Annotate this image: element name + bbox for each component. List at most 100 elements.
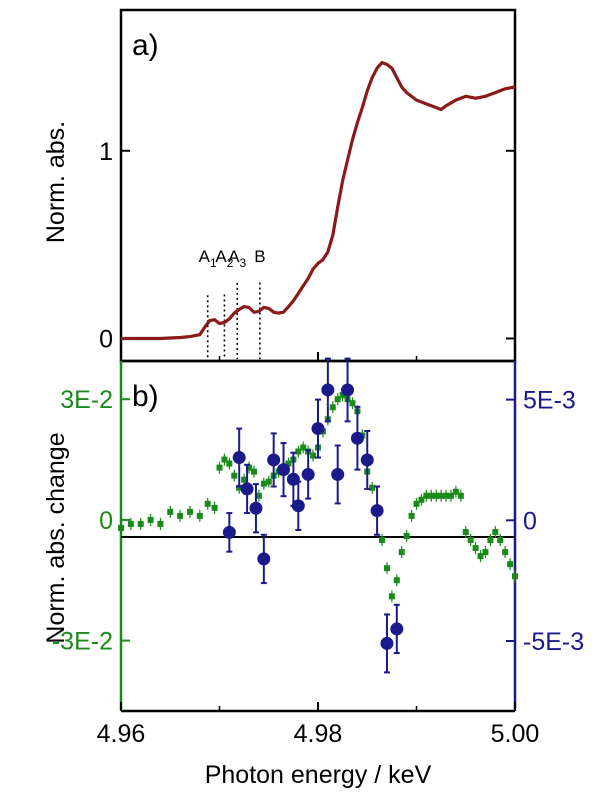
blue-point [390, 622, 404, 636]
green-point [204, 500, 211, 507]
panel-b-ylabel: Norm. abs. change [42, 432, 70, 643]
green-point [285, 460, 292, 467]
green-point [507, 561, 514, 568]
green-point [147, 516, 154, 523]
green-point [241, 476, 248, 483]
blue-point [267, 453, 281, 467]
green-point [216, 464, 223, 471]
panel-b-ytick-label-right: 5E-3 [523, 387, 576, 415]
xanes-line [121, 60, 516, 341]
blue-point [240, 482, 254, 496]
green-point [118, 524, 124, 531]
green-point [497, 537, 504, 544]
green-point [334, 396, 341, 403]
green-point [231, 472, 238, 479]
peak-label: A1 [199, 247, 217, 270]
green-point [246, 464, 253, 471]
green-point [393, 577, 400, 584]
peak-label-subscript: 2 [227, 256, 234, 270]
green-point [236, 484, 243, 491]
green-point [408, 512, 415, 519]
green-point [255, 492, 262, 499]
green-point [250, 468, 257, 475]
green-point [492, 528, 499, 535]
green-point [482, 549, 489, 556]
blue-point [311, 422, 325, 436]
green-point [413, 500, 420, 507]
panel-a-frame [119, 8, 517, 363]
peak-label: B [254, 247, 265, 266]
green-point [137, 520, 144, 527]
green-point [403, 533, 410, 539]
blue-point [360, 453, 374, 467]
green-point [383, 565, 390, 572]
blue-point [321, 383, 335, 397]
blue-point [331, 467, 345, 481]
blue-point [301, 467, 315, 481]
x-tick-label: 4.96 [97, 720, 146, 748]
green-point [329, 404, 336, 411]
green-point [221, 456, 228, 463]
green-point [512, 573, 518, 580]
panel-b: b) Norm. abs. change 3E-2 0 -3E-2 5E-3 0 -5E… [42, 357, 584, 713]
panel-b-tag: b) [132, 380, 159, 413]
green-point [388, 593, 395, 600]
green-point [186, 508, 193, 515]
green-point [127, 520, 134, 527]
blue-point [222, 525, 236, 539]
green-point [487, 537, 494, 544]
green-point [433, 492, 440, 499]
panel-a-tag: a) [132, 29, 159, 62]
panel-b-ytick-label-right: 0 [523, 507, 537, 535]
green-point [472, 545, 479, 552]
blue-point [249, 501, 263, 515]
green-point [295, 448, 302, 455]
panel-b-ytick-label-left: -3E-2 [52, 628, 113, 656]
green-point [226, 460, 233, 467]
green-point [438, 492, 445, 499]
green-point [418, 496, 425, 503]
green-point [260, 480, 267, 487]
blue-point [341, 383, 355, 397]
panel-a-ylabel: Norm. abs. [42, 121, 70, 243]
green-point [428, 492, 435, 499]
green-point [423, 492, 430, 499]
green-point [369, 484, 376, 491]
green-point [157, 520, 164, 527]
panel-b-ytick-label-right: -5E-3 [523, 628, 584, 656]
panel-a-ytick-label: 0 [99, 325, 113, 353]
green-point [447, 492, 454, 499]
x-tick-label: 5.00 [491, 720, 540, 748]
peak-label-subscript: 1 [210, 256, 217, 270]
x-tick-label: 4.98 [294, 720, 343, 748]
panel-b-ytick-label-left: 0 [99, 507, 113, 535]
green-point [196, 512, 203, 519]
panel-b-ytick-label-left: 3E-2 [60, 386, 113, 414]
green-point [211, 504, 218, 511]
green-point [265, 478, 272, 485]
green-point [457, 492, 464, 499]
blue-point [257, 552, 271, 566]
blue-point [291, 499, 305, 513]
green-point [339, 392, 346, 399]
green-point [443, 492, 450, 499]
green-point [300, 444, 307, 451]
green-point [310, 452, 317, 459]
blue-point [350, 431, 364, 445]
panel-a-ytick-label: 1 [99, 138, 113, 166]
blue-point [232, 451, 246, 465]
blue-point [380, 636, 394, 650]
green-point [398, 549, 405, 556]
blue-point [277, 463, 291, 477]
green-point [502, 549, 509, 556]
green-point [349, 400, 356, 407]
green-point [379, 537, 386, 544]
green-point [462, 528, 469, 535]
green-point [477, 553, 484, 560]
green-point [467, 537, 474, 544]
blue-point [370, 504, 384, 518]
green-point [452, 488, 459, 495]
green-point [167, 508, 174, 515]
peak-label-subscript: 3 [240, 256, 247, 270]
x-axis-label: Photon energy / keV [205, 761, 432, 789]
